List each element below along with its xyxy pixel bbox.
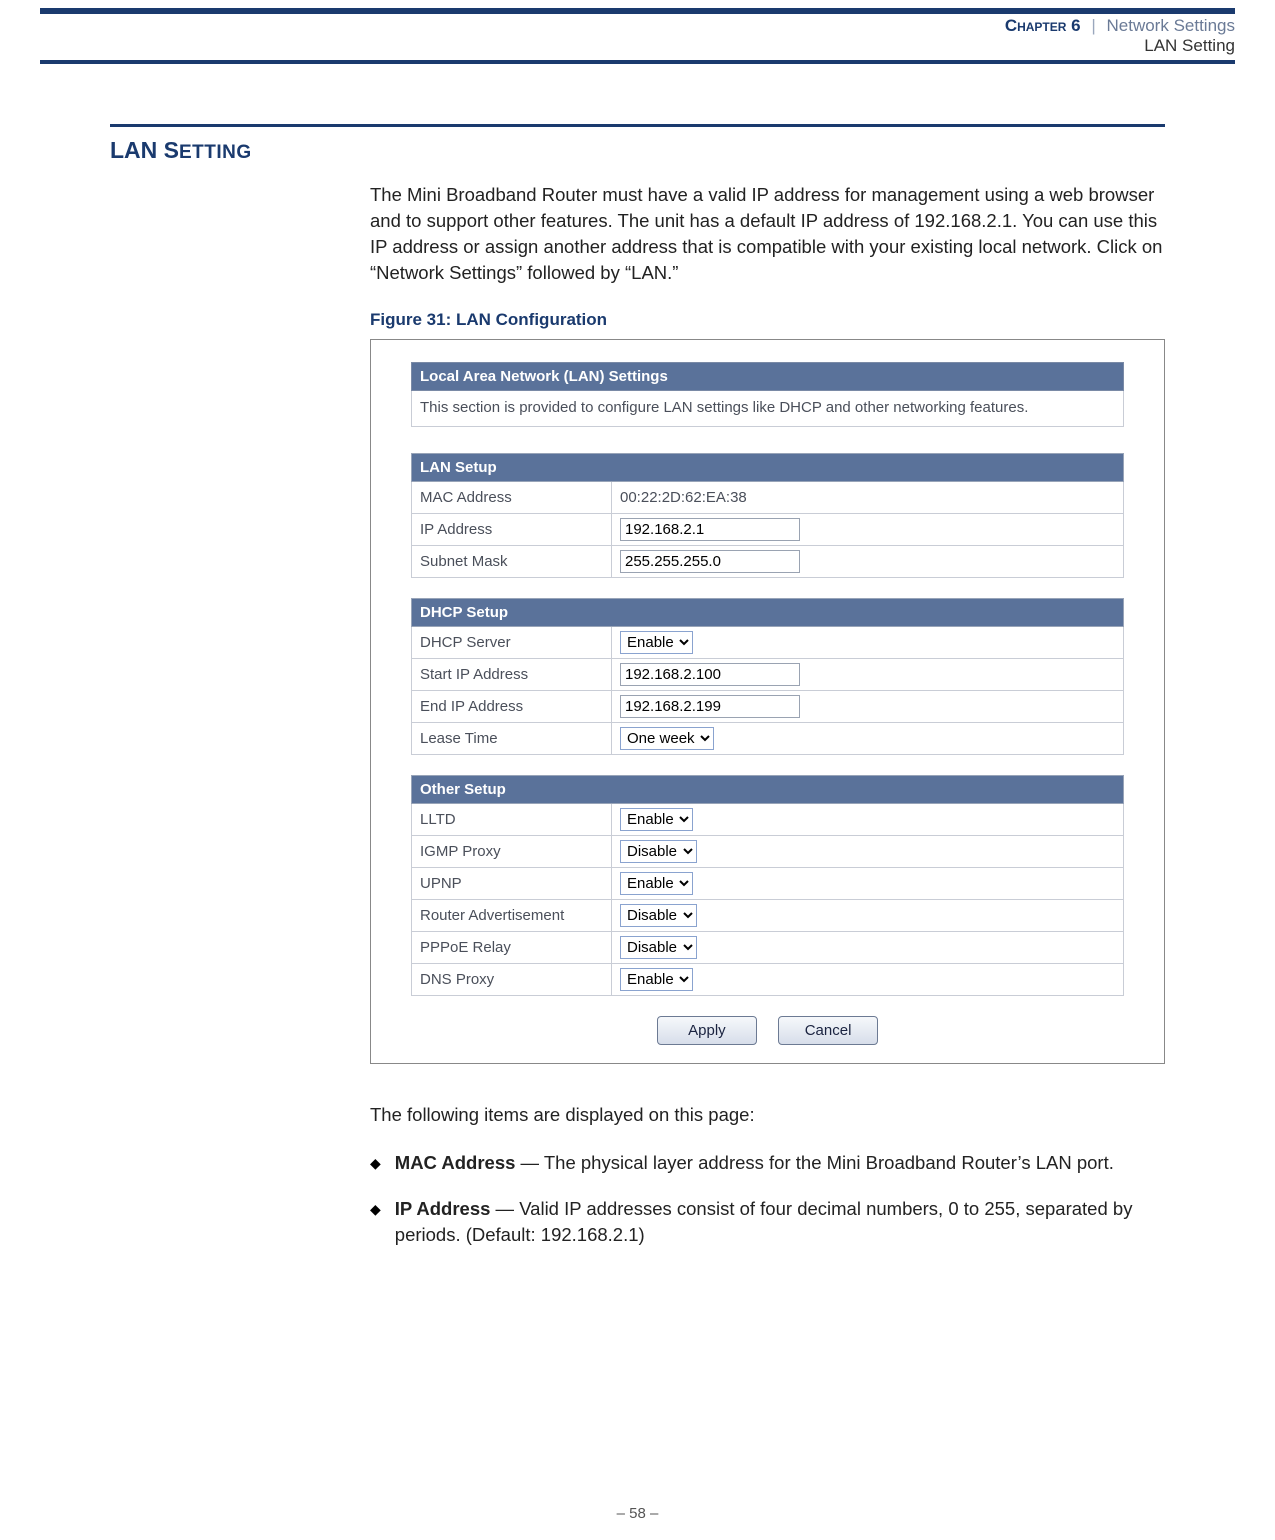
chapter-label: Chapter 6	[1005, 16, 1081, 35]
bullet-term: IP Address	[395, 1198, 491, 1219]
start-ip-input[interactable]	[620, 663, 800, 686]
page: Chapter 6 | Network Settings LAN Setting…	[0, 8, 1275, 1540]
lltd-label: LLTD	[412, 804, 612, 836]
subnet-mask-input[interactable]	[620, 550, 800, 573]
bullet-item: ◆ MAC Address — The physical layer addre…	[370, 1150, 1165, 1176]
sub-header: LAN Setting	[40, 36, 1235, 56]
end-ip-label: End IP Address	[412, 691, 612, 723]
mac-address-label: MAC Address	[412, 482, 612, 514]
ip-address-input[interactable]	[620, 518, 800, 541]
bullet-desc: — Valid IP addresses consist of four dec…	[395, 1198, 1133, 1245]
bullet-text: IP Address — Valid IP addresses consist …	[395, 1196, 1165, 1248]
bullet-term: MAC Address	[395, 1152, 516, 1173]
section-title-main: LAN S	[110, 137, 179, 163]
router-advertisement-label: Router Advertisement	[412, 900, 612, 932]
subnet-mask-label: Subnet Mask	[412, 546, 612, 578]
header-rule-top	[40, 8, 1235, 14]
pppoe-relay-label: PPPoE Relay	[412, 932, 612, 964]
other-setup-header: Other Setup	[412, 776, 1124, 804]
mac-address-value: 00:22:2D:62:EA:38	[612, 482, 1124, 514]
router-advertisement-select[interactable]: Disable	[620, 904, 697, 927]
lease-time-select[interactable]: One week	[620, 727, 714, 750]
upnp-label: UPNP	[412, 868, 612, 900]
intro-paragraph: The Mini Broadband Router must have a va…	[370, 182, 1165, 286]
panel-description: This section is provided to configure LA…	[411, 391, 1124, 427]
section-title-rest: ETTING	[179, 142, 252, 163]
dns-proxy-select[interactable]: Enable	[620, 968, 693, 991]
button-row: Apply Cancel	[411, 1016, 1124, 1045]
end-ip-input[interactable]	[620, 695, 800, 718]
header-rule-bottom	[40, 60, 1235, 64]
lease-time-label: Lease Time	[412, 723, 612, 755]
body-block: The Mini Broadband Router must have a va…	[370, 182, 1165, 1248]
chapter-title: Network Settings	[1107, 16, 1236, 35]
cancel-button[interactable]: Cancel	[778, 1016, 878, 1045]
pppoe-relay-select[interactable]: Disable	[620, 936, 697, 959]
bullet-desc: — The physical layer address for the Min…	[515, 1152, 1113, 1173]
bullet-text: MAC Address — The physical layer address…	[395, 1150, 1165, 1176]
dhcp-server-select[interactable]: Enable	[620, 631, 693, 654]
apply-button[interactable]: Apply	[657, 1016, 757, 1045]
header-row: Chapter 6 | Network Settings	[40, 16, 1235, 36]
figure-label: Figure 31: LAN Configuration	[370, 308, 1165, 332]
ip-address-label: IP Address	[412, 514, 612, 546]
igmp-proxy-select[interactable]: Disable	[620, 840, 697, 863]
dns-proxy-label: DNS Proxy	[412, 964, 612, 996]
dhcp-server-label: DHCP Server	[412, 627, 612, 659]
lan-setup-header: LAN Setup	[412, 454, 1124, 482]
bullet-item: ◆ IP Address — Valid IP addresses consis…	[370, 1196, 1165, 1248]
bullet-list: ◆ MAC Address — The physical layer addre…	[370, 1150, 1165, 1248]
panel-title: Local Area Network (LAN) Settings	[411, 362, 1124, 391]
content-area: LAN SETTING The Mini Broadband Router mu…	[110, 124, 1165, 1248]
start-ip-label: Start IP Address	[412, 659, 612, 691]
section-rule	[110, 124, 1165, 127]
bullet-marker-icon: ◆	[370, 1154, 381, 1176]
section-title: LAN SETTING	[110, 137, 1165, 164]
lltd-select[interactable]: Enable	[620, 808, 693, 831]
other-setup-table: Other Setup LLTD Enable IGMP Proxy Disab…	[411, 775, 1124, 996]
dhcp-setup-header: DHCP Setup	[412, 599, 1124, 627]
dhcp-setup-table: DHCP Setup DHCP Server Enable Start IP A…	[411, 598, 1124, 755]
lan-setup-table: LAN Setup MAC Address 00:22:2D:62:EA:38 …	[411, 453, 1124, 578]
upnp-select[interactable]: Enable	[620, 872, 693, 895]
chapter-separator: |	[1091, 16, 1095, 35]
igmp-proxy-label: IGMP Proxy	[412, 836, 612, 868]
bullet-marker-icon: ◆	[370, 1200, 381, 1248]
post-figure-paragraph: The following items are displayed on thi…	[370, 1102, 1165, 1128]
figure-box: Local Area Network (LAN) Settings This s…	[370, 339, 1165, 1064]
page-number: – 58 –	[0, 1505, 1275, 1522]
